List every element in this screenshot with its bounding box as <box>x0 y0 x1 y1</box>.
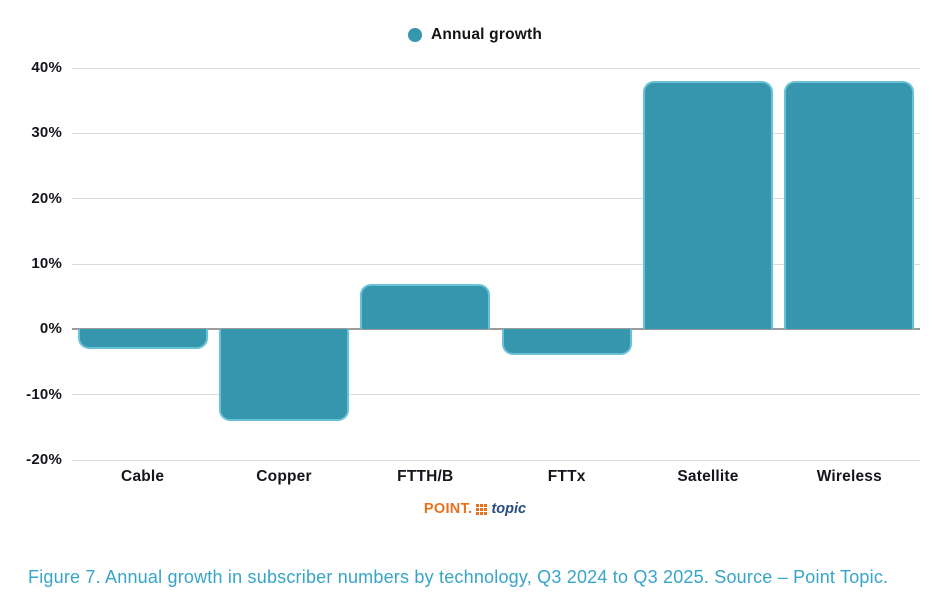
figure-caption: Figure 7. Annual growth in subscriber nu… <box>28 567 889 587</box>
gridline <box>72 263 920 265</box>
chart-legend: Annual growth <box>0 26 950 44</box>
y-tick-label: 30% <box>31 124 62 142</box>
x-tick-label: Cable <box>121 468 165 485</box>
y-axis: 40% 30% 20% 10% 0% -10% -20% <box>0 59 62 468</box>
y-tick-label: -20% <box>26 451 62 468</box>
logo-topic-text: topic <box>491 501 527 517</box>
bar-cable <box>77 329 208 349</box>
gridline <box>72 132 920 134</box>
x-tick-label: Satellite <box>677 468 739 485</box>
point-topic-logo: POINT. topic <box>0 501 950 517</box>
y-tick-label: 10% <box>31 255 62 272</box>
gridline <box>72 198 920 200</box>
logo-point-text: POINT. <box>423 501 473 517</box>
gridline <box>72 394 920 396</box>
gridline <box>72 459 920 461</box>
dot-grid-icon <box>476 503 488 515</box>
y-tick-label: -10% <box>26 385 62 403</box>
y-tick-label: 40% <box>31 59 62 76</box>
x-tick-label: FTTH/B <box>397 468 454 485</box>
legend-marker-icon <box>407 28 422 42</box>
x-tick-label: FTTx <box>547 468 586 485</box>
x-tick-label: Wireless <box>816 468 882 485</box>
zero-line <box>72 328 920 331</box>
bar-copper <box>219 329 349 421</box>
x-axis: Cable Copper FTTH/B FTTx Satellite Wireless <box>72 464 920 490</box>
bar-ftth-b <box>360 283 491 330</box>
bar-fttx <box>501 329 632 356</box>
y-tick-label: 20% <box>31 189 62 207</box>
x-tick-label: Copper <box>256 468 312 485</box>
plot-area <box>72 67 920 461</box>
gridline <box>72 67 920 69</box>
legend-label: Annual growth <box>430 26 543 43</box>
bar-satellite <box>643 81 773 330</box>
y-tick-label: 0% <box>39 320 62 338</box>
bar-wireless <box>784 81 915 330</box>
